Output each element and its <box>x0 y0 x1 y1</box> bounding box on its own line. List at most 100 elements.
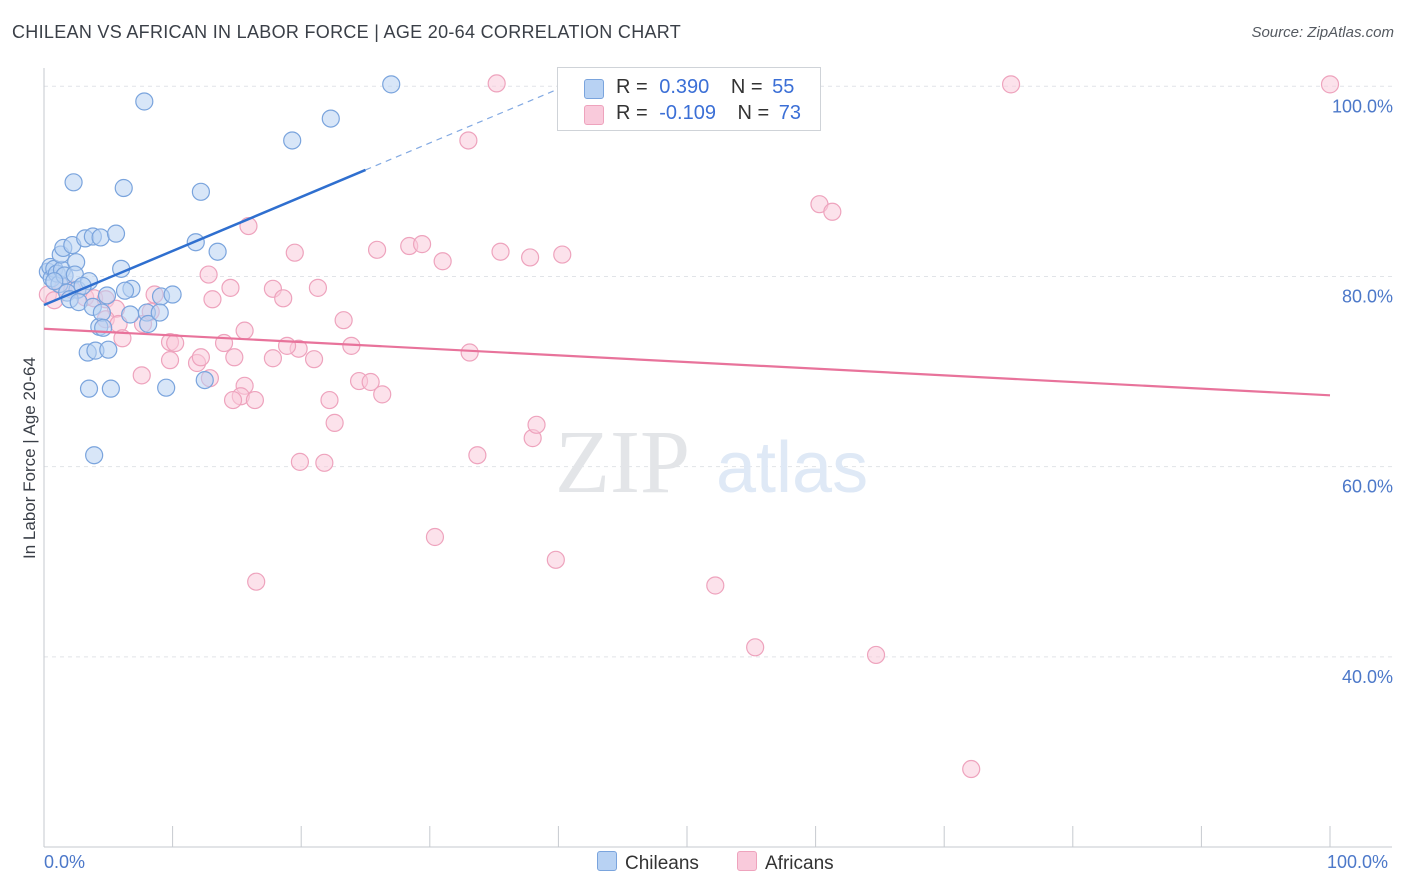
africans-point <box>412 235 432 254</box>
chileans-point <box>157 378 176 397</box>
africans-point <box>160 351 180 370</box>
y-tick-label: 60.0% <box>1342 477 1393 497</box>
watermark: ZIP atlas <box>555 413 868 512</box>
africans-swatch <box>584 105 604 125</box>
chileans-point <box>99 340 118 359</box>
watermark-atlas: atlas <box>716 428 868 508</box>
africans-legend-swatch <box>737 851 757 871</box>
x-tick-label-right: 100.0% <box>1327 852 1389 872</box>
africans-point <box>491 242 510 261</box>
chileans-legend-label: Chileans <box>625 853 699 874</box>
africans-point <box>290 452 310 471</box>
africans-points <box>38 74 1340 779</box>
chileans-point <box>208 242 227 261</box>
africans-point <box>325 413 344 432</box>
chileans-point <box>64 173 83 192</box>
africans-point <box>460 343 479 362</box>
africans-point <box>527 415 546 434</box>
chileans-point <box>150 303 169 322</box>
watermark-zip: ZIP <box>555 413 690 512</box>
africans-point <box>521 248 540 267</box>
africans-point <box>199 265 218 284</box>
africans-point <box>468 446 487 465</box>
correlation-legend: R = 0.390 N = 55 R = -0.109 N = 73 <box>557 67 821 131</box>
africans-point <box>223 390 243 410</box>
africans-n-value: 73 <box>778 102 802 124</box>
africans-point <box>191 348 210 367</box>
africans-point <box>373 385 392 404</box>
africans-point <box>274 289 293 308</box>
chileans-points <box>38 75 401 465</box>
africans-n-label: N = <box>737 102 770 124</box>
africans-point <box>962 759 981 779</box>
africans-legend-label: Africans <box>765 853 834 874</box>
x-tick-label-left: 0.0% <box>44 852 86 872</box>
y-axis-label: In Labor Force | Age 20-64 <box>20 357 39 559</box>
source-credit: Source: ZipAtlas.com <box>1251 24 1394 41</box>
chileans-legend-swatch <box>597 851 617 871</box>
africans-point <box>746 638 765 657</box>
africans-point <box>361 372 380 392</box>
africans-point <box>866 645 886 665</box>
chileans-point <box>135 92 154 111</box>
africans-point <box>553 245 572 264</box>
africans-point <box>285 243 304 262</box>
africans-point <box>706 576 725 595</box>
africans-point <box>247 572 266 591</box>
chileans-point <box>283 131 302 150</box>
africans-trend-line <box>43 327 1331 397</box>
africans-point <box>1001 75 1021 94</box>
chileans-trend-extension <box>365 88 559 171</box>
africans-point <box>320 390 339 410</box>
africans-point <box>132 366 151 385</box>
chileans-point <box>114 178 133 198</box>
africans-point <box>203 290 222 309</box>
africans-point <box>823 202 842 221</box>
africans-point <box>487 74 506 93</box>
chileans-point <box>139 314 158 334</box>
chileans-point <box>106 224 126 243</box>
africans-point <box>308 278 328 297</box>
chileans-point <box>91 228 110 247</box>
africans-point <box>546 550 565 569</box>
chileans-point <box>101 379 120 398</box>
chileans-swatch <box>584 79 604 99</box>
chileans-point <box>45 272 64 291</box>
y-tick-label: 100.0% <box>1332 96 1393 116</box>
africans-point <box>425 527 445 547</box>
gridlines <box>44 85 1392 658</box>
legend-item-chileans[interactable]: Chileans <box>597 851 699 875</box>
africans-point <box>221 278 240 297</box>
africans-point <box>315 453 334 472</box>
africans-r-value: -0.109 <box>659 102 716 124</box>
y-tick-labels: 100.0% 80.0% 60.0% 40.0% <box>1332 96 1393 687</box>
africans-point <box>263 349 283 368</box>
africans-point <box>225 348 244 367</box>
chileans-point <box>97 286 117 305</box>
trend-lines <box>43 88 1331 397</box>
chileans-point <box>121 305 140 324</box>
y-tick-label: 40.0% <box>1342 667 1393 687</box>
chileans-point <box>195 370 214 390</box>
africans-point <box>459 131 478 150</box>
chileans-point <box>163 285 182 304</box>
africans-point <box>235 321 254 340</box>
chileans-n-value: 55 <box>772 76 795 98</box>
chileans-n-label: N = <box>730 76 763 98</box>
legend-row-africans: R = -0.109 N = 73 <box>558 101 820 127</box>
chileans-point <box>79 379 99 398</box>
africans-point <box>304 350 324 369</box>
legend-row-chileans: R = 0.390 N = 55 <box>558 75 820 101</box>
africans-point <box>277 336 297 355</box>
africans-point <box>166 333 185 353</box>
africans-point <box>245 390 265 410</box>
chileans-point <box>321 109 340 128</box>
axes <box>43 68 1392 848</box>
chart-title: CHILEAN VS AFRICAN IN LABOR FORCE | AGE … <box>12 22 682 42</box>
legend-item-africans[interactable]: Africans <box>737 851 834 875</box>
y-tick-label: 80.0% <box>1342 286 1393 306</box>
chileans-r-label: R = <box>616 76 648 98</box>
chileans-point <box>382 75 401 94</box>
africans-point <box>367 240 387 259</box>
chileans-point <box>92 303 111 322</box>
